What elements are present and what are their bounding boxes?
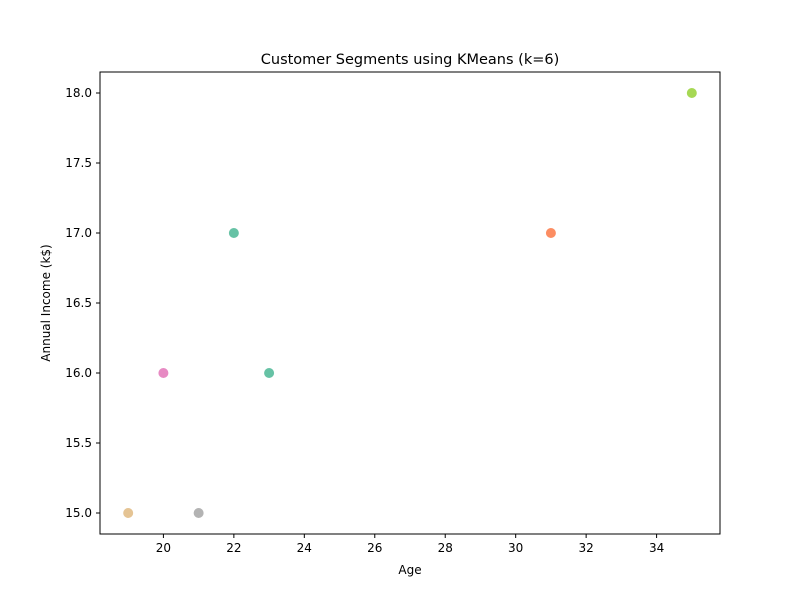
data-points [123,88,697,518]
y-axis-ticks: 15.0 15.5 16.0 16.5 17.0 17.5 18.0 [65,86,100,520]
x-tick-label: 30 [508,541,523,555]
x-axis-ticks: 20 22 24 26 28 30 32 34 [156,534,664,555]
x-tick-label: 32 [578,541,593,555]
scatter-point [686,88,697,98]
x-axis-label: Age [398,563,421,577]
scatter-point [123,508,134,518]
y-tick-label: 15.0 [65,506,92,520]
plot-frame [99,71,721,535]
y-axis-label: Annual Income (k$) [39,244,53,361]
scatter-point [158,368,169,378]
scatter-point [228,228,239,238]
x-tick-label: 26 [367,541,382,555]
y-tick-label: 18.0 [65,86,92,100]
y-tick-label: 16.5 [65,296,92,310]
y-tick-label: 17.5 [65,156,92,170]
x-tick-label: 22 [226,541,241,555]
scatter-point [545,228,556,238]
chart-title: Customer Segments using KMeans (k=6) [261,52,560,68]
x-tick-label: 24 [297,541,312,555]
y-tick-label: 17.0 [65,226,92,240]
y-tick-label: 16.0 [65,366,92,380]
scatter-point [264,368,275,378]
y-tick-label: 15.5 [65,436,92,450]
x-tick-label: 34 [649,541,664,555]
x-tick-label: 20 [156,541,171,555]
x-tick-label: 28 [438,541,453,555]
scatter-point [193,508,204,518]
